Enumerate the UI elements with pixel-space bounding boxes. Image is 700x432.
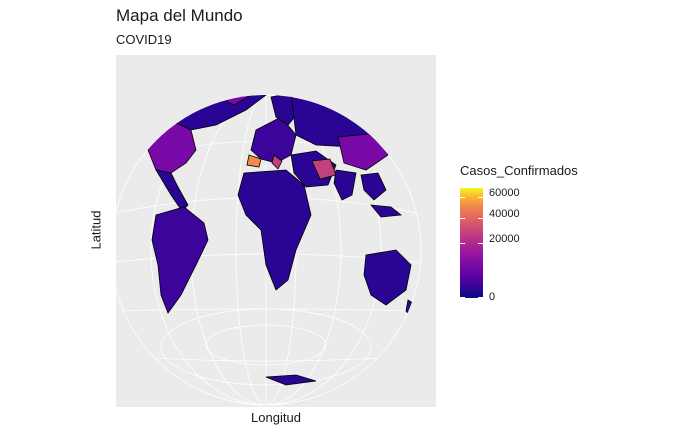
new-zealand [405, 299, 417, 318]
legend-tick-label: 0 [489, 291, 496, 303]
china [337, 132, 389, 171]
map-subtitle: COVID19 [116, 32, 172, 47]
tick-mark [478, 297, 483, 298]
australia [363, 249, 412, 306]
africa [237, 169, 312, 291]
tick-mark [460, 243, 465, 244]
x-axis-label: Longitud [251, 410, 301, 425]
south-america [151, 206, 209, 314]
y-axis-label: Latitud [88, 210, 104, 250]
map-panel [116, 55, 436, 407]
tick-mark [478, 197, 483, 198]
tick-mark [460, 218, 465, 219]
spain [246, 154, 262, 168]
usa [147, 122, 197, 174]
legend-tick-label: 60000 [489, 187, 520, 199]
legend-tick-label: 20000 [489, 233, 520, 245]
antarctica [265, 374, 317, 386]
tick-mark [460, 197, 465, 198]
indonesia [370, 204, 403, 218]
india [333, 169, 357, 201]
central-america [155, 169, 189, 212]
italy [271, 154, 283, 170]
tick-mark [478, 243, 483, 244]
world-map [116, 94, 422, 406]
tick-mark [478, 218, 483, 219]
color-scale-bar [460, 188, 483, 298]
se-asia [360, 172, 387, 201]
legend-tick-label: 40000 [489, 208, 520, 220]
map-title: Mapa del Mundo [116, 6, 243, 25]
tick-mark [460, 297, 465, 298]
legend-title: Casos_Confirmados [460, 163, 578, 178]
